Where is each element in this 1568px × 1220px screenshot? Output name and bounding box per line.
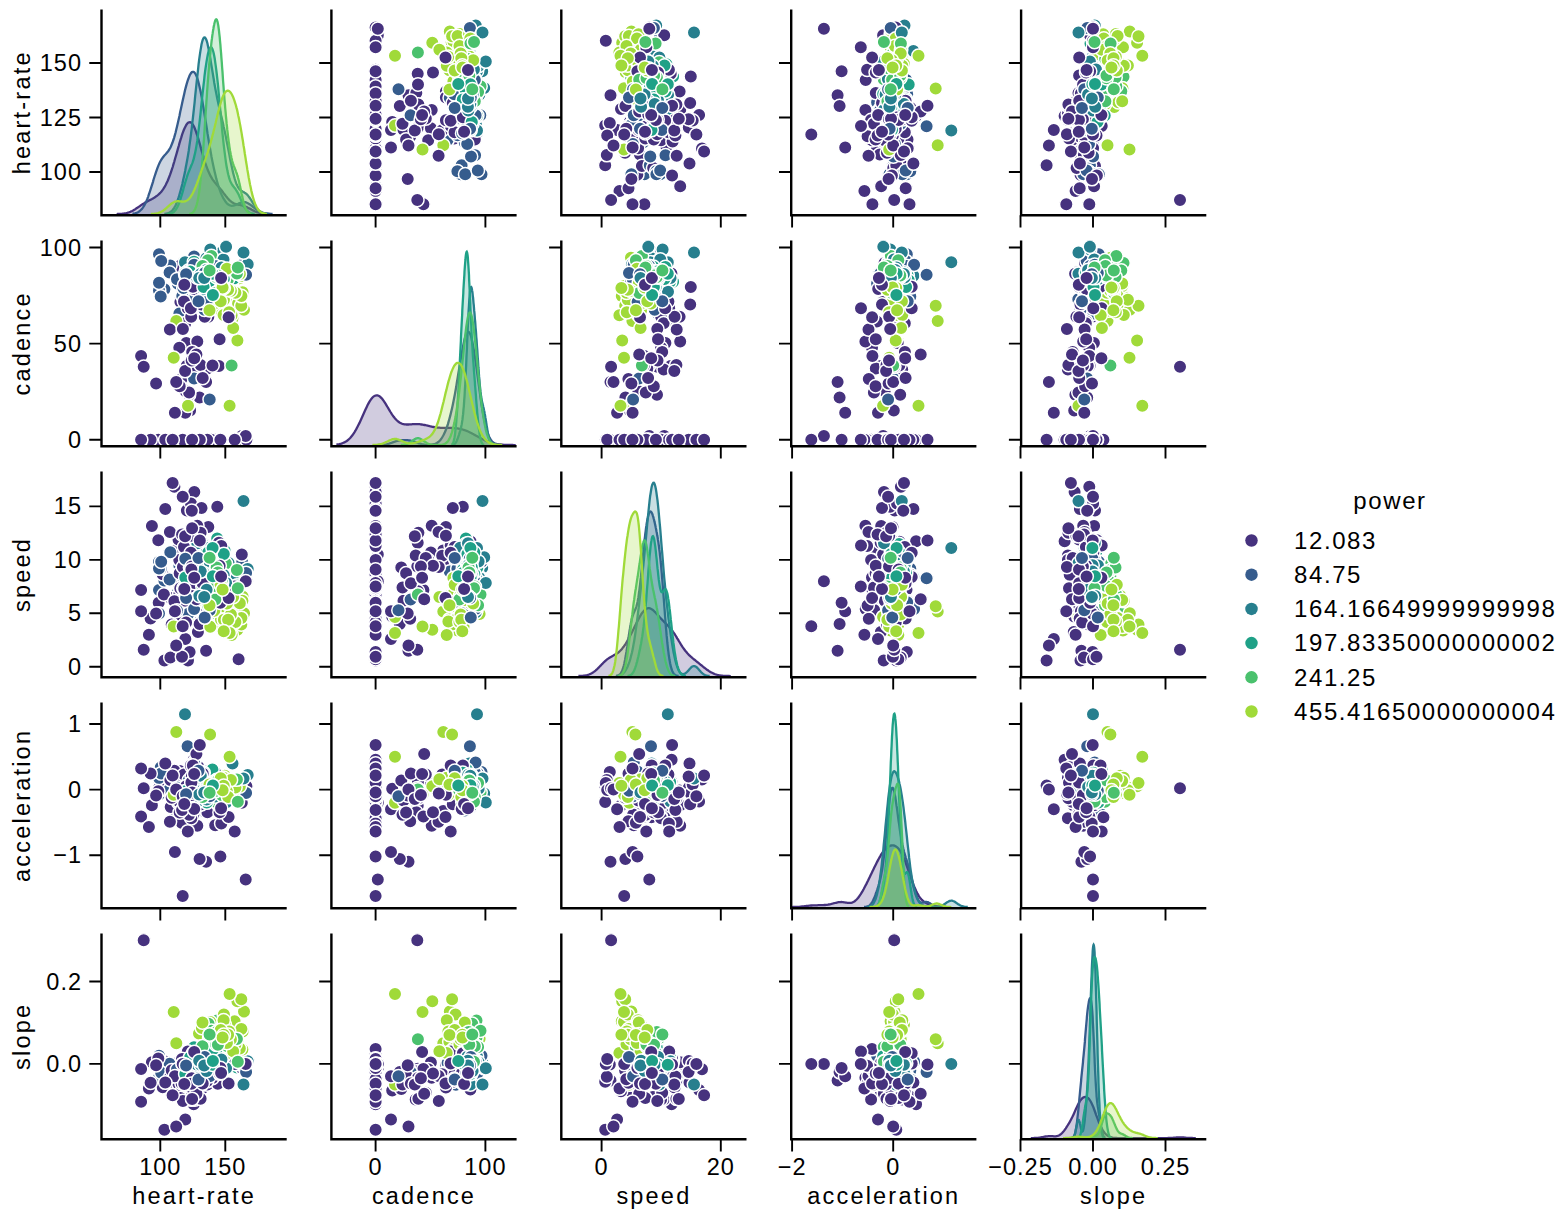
svg-text:0.2: 0.2	[46, 969, 82, 995]
svg-text:125: 125	[40, 105, 82, 131]
svg-text:0: 0	[68, 777, 82, 803]
svg-text:100: 100	[40, 235, 82, 261]
svg-text:150: 150	[40, 50, 82, 76]
svg-text:100: 100	[139, 1154, 181, 1180]
svg-text:0.00: 0.00	[1068, 1154, 1118, 1180]
svg-text:0: 0	[68, 654, 82, 680]
svg-text:acceleration: acceleration	[807, 1183, 960, 1209]
svg-text:84.75: 84.75	[1294, 561, 1362, 588]
svg-text:164.16649999999998: 164.16649999999998	[1294, 595, 1556, 622]
svg-text:0: 0	[886, 1154, 900, 1180]
svg-text:15: 15	[54, 493, 82, 519]
svg-text:speed: speed	[616, 1183, 691, 1209]
svg-text:power: power	[1353, 487, 1426, 514]
svg-text:100: 100	[40, 159, 82, 185]
svg-text:0: 0	[68, 427, 82, 453]
svg-text:cadence: cadence	[10, 291, 36, 395]
svg-text:150: 150	[204, 1154, 246, 1180]
svg-text:0: 0	[595, 1154, 609, 1180]
svg-text:0: 0	[369, 1154, 383, 1180]
svg-text:1: 1	[68, 711, 82, 737]
svg-text:0.25: 0.25	[1141, 1154, 1191, 1180]
svg-text:heart-rate: heart-rate	[132, 1183, 256, 1209]
svg-text:197.83350000000002: 197.83350000000002	[1294, 629, 1556, 656]
svg-text:speed: speed	[10, 537, 36, 612]
svg-text:100: 100	[464, 1154, 506, 1180]
svg-text:acceleration: acceleration	[10, 729, 36, 882]
svg-text:20: 20	[707, 1154, 735, 1180]
svg-text:heart-rate: heart-rate	[10, 50, 36, 174]
svg-text:slope: slope	[1080, 1183, 1147, 1209]
svg-text:12.083: 12.083	[1294, 527, 1377, 554]
svg-text:241.25: 241.25	[1294, 664, 1377, 691]
svg-text:455.41650000000004: 455.41650000000004	[1294, 698, 1556, 725]
svg-text:−2: −2	[778, 1154, 807, 1180]
svg-text:10: 10	[54, 547, 82, 573]
svg-text:slope: slope	[10, 1003, 36, 1070]
svg-text:5: 5	[68, 600, 82, 626]
svg-text:−0.25: −0.25	[988, 1154, 1052, 1180]
svg-text:0.0: 0.0	[46, 1051, 82, 1077]
svg-text:50: 50	[54, 331, 82, 357]
svg-text:cadence: cadence	[372, 1183, 476, 1209]
svg-text:−1: −1	[53, 842, 82, 868]
